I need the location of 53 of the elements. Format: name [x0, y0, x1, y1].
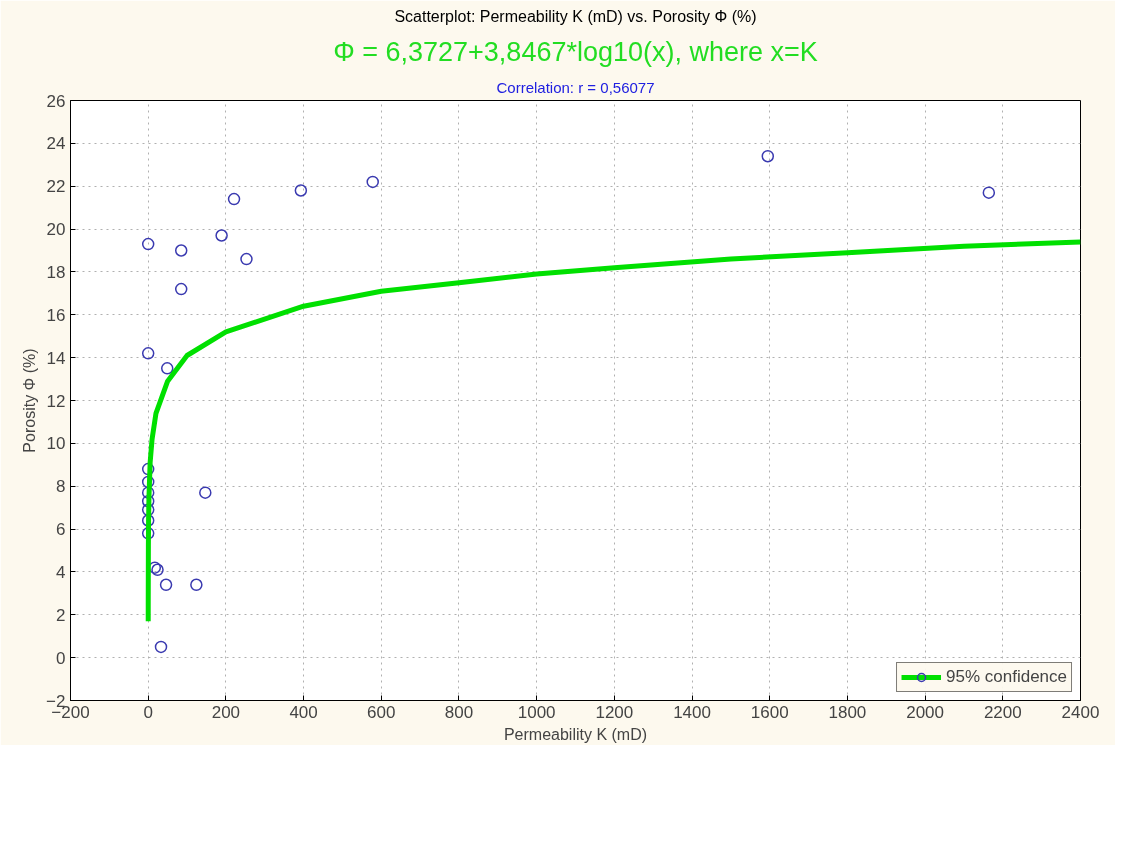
y-tick-label: 18 — [46, 262, 66, 282]
text: Correlation: r = 0,56077 — [496, 78, 655, 96]
point — [141, 347, 155, 360]
x-tick-label: 2000 — [906, 702, 945, 722]
x-axis-title: Permeability K (mD) — [503, 725, 648, 743]
y-tick-label: 10 — [46, 434, 66, 454]
y-tick-label: 20 — [46, 220, 66, 240]
point — [294, 184, 308, 197]
x-tick-label: 400 — [289, 702, 318, 722]
point — [141, 237, 155, 251]
x-tick-label: 1200 — [595, 702, 634, 722]
y-tick-label: 22 — [46, 177, 66, 197]
x-tick-label: 2200 — [983, 702, 1022, 722]
y-tick-label: 24 — [46, 134, 66, 154]
point — [982, 186, 996, 199]
x-tick-label: 1800 — [828, 702, 867, 722]
y-tick-label: 8 — [56, 477, 66, 497]
point — [141, 462, 155, 476]
legend-label: 95% confidence — [946, 667, 1067, 687]
y-tick-label: 2 — [56, 605, 66, 625]
point — [227, 192, 241, 206]
x-tick-label: 0 — [143, 702, 153, 722]
point — [154, 640, 168, 654]
chart-title: Scatterplot: Permeability K (mD) vs. Porosity Φ (%) — [394, 7, 757, 25]
point — [240, 252, 253, 266]
x-tick-label: 1600 — [750, 702, 789, 722]
y-tick-label: 0 — [56, 648, 66, 668]
x-tick-label: 600 — [367, 702, 396, 722]
point — [190, 578, 203, 592]
x-tick-label: 1400 — [673, 702, 711, 722]
y-tick-label: 14 — [46, 348, 66, 368]
y-tick-label: 6 — [56, 520, 66, 540]
x-tick-label: 2400 — [1061, 702, 1100, 722]
point — [141, 486, 155, 499]
y-axis-title: Porosity Φ (%) — [21, 348, 39, 453]
y-tick-label: 4 — [56, 562, 66, 582]
point — [141, 494, 155, 508]
point — [199, 486, 212, 499]
y-tick-label: 16 — [46, 305, 66, 325]
point — [159, 578, 173, 592]
point — [215, 229, 228, 242]
y-tick-label: 12 — [46, 391, 66, 411]
y-tick-label: 26 — [46, 91, 66, 111]
chart-subtitle: Φ = 6,3727+3,8467*log10(x), where x=K — [333, 36, 818, 67]
x-tick-label: 200 — [211, 702, 241, 722]
x-tick-label: 1000 — [517, 702, 556, 722]
point — [366, 175, 379, 189]
point — [141, 475, 155, 489]
point — [174, 282, 188, 296]
point — [160, 362, 174, 375]
point — [174, 244, 188, 257]
x-tick-label: 800 — [444, 702, 474, 722]
point — [761, 149, 775, 163]
